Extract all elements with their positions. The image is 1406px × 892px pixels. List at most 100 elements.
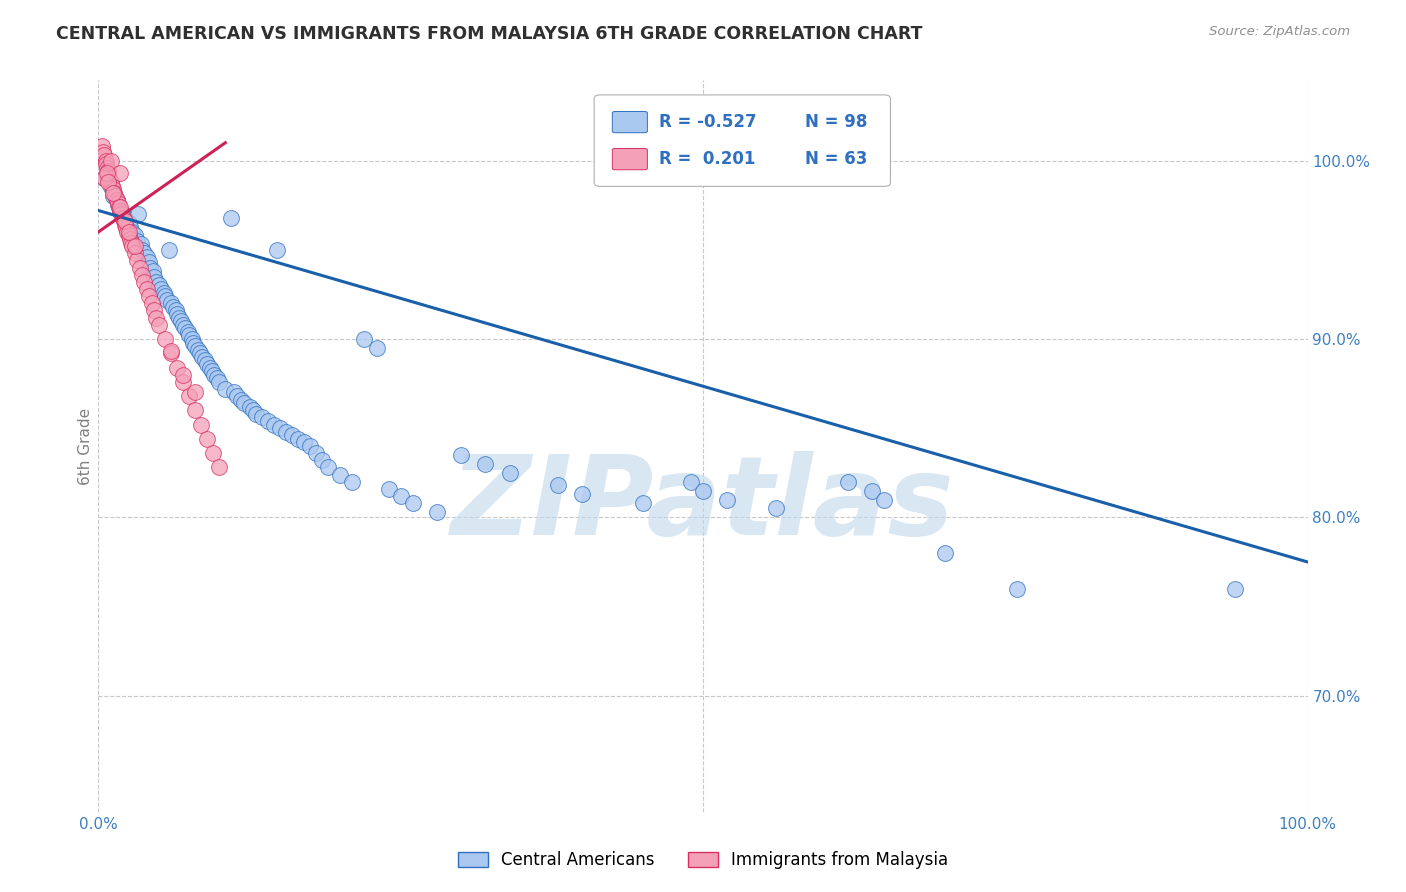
Point xyxy=(94,153,117,168)
Point xyxy=(229,392,252,407)
Point xyxy=(135,282,157,296)
Point xyxy=(108,200,131,214)
Point xyxy=(281,428,304,442)
Point xyxy=(138,289,160,303)
Point xyxy=(107,196,129,211)
Point xyxy=(115,221,138,235)
Point xyxy=(121,225,143,239)
Point xyxy=(160,344,183,359)
Point xyxy=(145,275,167,289)
Point xyxy=(97,168,120,182)
Point xyxy=(172,368,194,382)
Point xyxy=(177,325,200,339)
Point xyxy=(150,282,173,296)
Point xyxy=(112,214,135,228)
Point xyxy=(222,385,245,400)
Point xyxy=(181,335,204,350)
Point xyxy=(153,332,176,346)
Point xyxy=(145,310,167,325)
Point xyxy=(111,211,134,225)
Point xyxy=(128,260,150,275)
Point xyxy=(184,385,207,400)
Point xyxy=(180,332,202,346)
FancyBboxPatch shape xyxy=(595,95,890,186)
Point xyxy=(104,189,127,203)
Point xyxy=(118,228,141,243)
Point xyxy=(110,207,132,221)
Point xyxy=(121,239,143,253)
Point xyxy=(108,203,131,218)
Point xyxy=(692,483,714,498)
Point xyxy=(98,171,121,186)
Point xyxy=(169,310,191,325)
Point xyxy=(184,403,207,417)
Point xyxy=(214,382,236,396)
Point xyxy=(205,371,228,385)
Point xyxy=(426,505,449,519)
Point xyxy=(299,439,322,453)
Point xyxy=(139,260,162,275)
Point xyxy=(94,157,117,171)
Point xyxy=(105,193,128,207)
Point xyxy=(547,478,569,492)
Point xyxy=(353,332,375,346)
Point xyxy=(239,400,262,414)
Point xyxy=(120,235,142,250)
Point xyxy=(179,328,201,343)
Point xyxy=(91,139,114,153)
Point xyxy=(316,460,339,475)
Point xyxy=(292,435,315,450)
Point xyxy=(256,414,278,428)
Point xyxy=(160,346,183,360)
Point xyxy=(131,268,153,282)
Point xyxy=(201,364,224,378)
Point xyxy=(129,237,152,252)
Point xyxy=(765,501,787,516)
Point xyxy=(191,350,214,364)
Point xyxy=(190,417,212,432)
Point xyxy=(166,307,188,321)
Point xyxy=(1223,582,1246,596)
Point xyxy=(184,339,207,353)
Text: N = 63: N = 63 xyxy=(804,150,868,168)
Point xyxy=(93,171,115,186)
Point xyxy=(93,148,115,162)
Point xyxy=(143,269,166,284)
Point xyxy=(108,203,131,218)
Point xyxy=(114,211,136,225)
Point xyxy=(187,343,209,357)
Point xyxy=(124,228,146,243)
Point xyxy=(269,421,291,435)
Point xyxy=(226,389,249,403)
Point xyxy=(111,211,134,225)
Point xyxy=(204,368,226,382)
Point xyxy=(111,207,134,221)
Point xyxy=(96,166,118,180)
Point xyxy=(100,175,122,189)
Point xyxy=(179,389,201,403)
Text: ZIPatlas: ZIPatlas xyxy=(451,451,955,558)
Point xyxy=(221,211,243,225)
Point xyxy=(274,425,297,439)
Point xyxy=(242,403,264,417)
Point xyxy=(100,180,122,194)
Point xyxy=(172,375,194,389)
Point xyxy=(194,353,217,368)
Text: R =  0.201: R = 0.201 xyxy=(659,150,756,168)
Point xyxy=(162,300,184,314)
Point xyxy=(131,243,153,257)
Point xyxy=(198,360,221,375)
Point xyxy=(107,198,129,212)
Point xyxy=(114,214,136,228)
Point xyxy=(148,318,170,332)
Y-axis label: 6th Grade: 6th Grade xyxy=(77,408,93,484)
Point xyxy=(165,303,187,318)
Point xyxy=(156,293,179,307)
Point xyxy=(329,467,352,482)
Point xyxy=(263,417,285,432)
Point xyxy=(287,432,309,446)
Point xyxy=(141,296,163,310)
Point xyxy=(498,466,520,480)
Point xyxy=(108,166,131,180)
FancyBboxPatch shape xyxy=(613,112,647,133)
